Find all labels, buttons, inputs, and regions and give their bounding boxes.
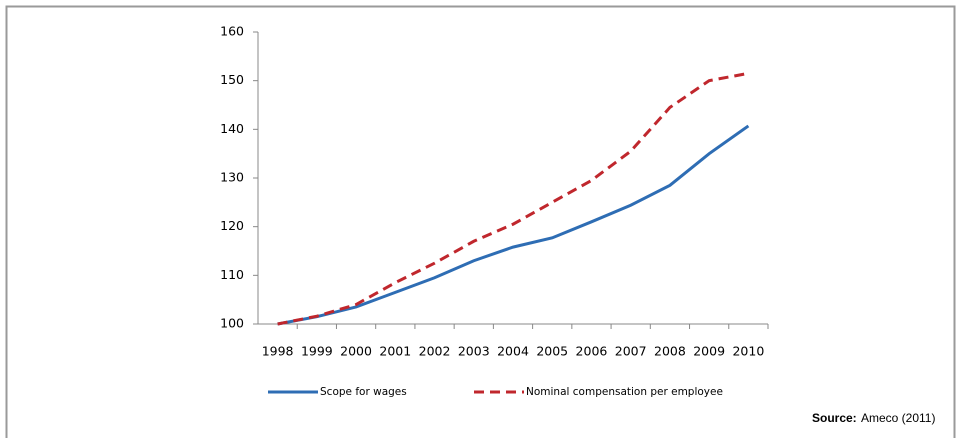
x-tick-label: 1998 (262, 344, 294, 359)
source: Ameco (2011) (861, 411, 935, 425)
frame (5, 5, 956, 438)
series-line (277, 71, 749, 326)
x-tick-label: 2008 (654, 344, 686, 359)
x-tick-label: 2005 (536, 344, 568, 359)
y-tick-label: 120 (220, 218, 244, 233)
x-tick-label: 2007 (615, 344, 647, 359)
x-tick-label: 2004 (497, 344, 529, 359)
x-tick-label: 2009 (693, 344, 725, 359)
y-tick-label: 150 (220, 72, 244, 87)
x-tick-label: 2006 (576, 344, 608, 359)
x-tick-label: 1999 (301, 344, 333, 359)
y-tick-label: 110 (220, 267, 244, 282)
x-tick-label: 2002 (419, 344, 451, 359)
source-label: Source: (812, 411, 857, 425)
x-tick-label: 2001 (379, 344, 411, 359)
y-tick-label: 160 (220, 24, 244, 39)
x-tick-label: 2000 (340, 344, 372, 359)
x-tick-label: 2010 (732, 344, 764, 359)
y-tick-label: 130 (220, 170, 244, 185)
y-tick-label: 140 (220, 121, 244, 136)
legend-label: Nominal compensation per employee (526, 386, 723, 398)
series-line (277, 124, 750, 326)
x-tick-label: 2003 (458, 344, 490, 359)
legend-label: Scope for wages (320, 386, 407, 398)
y-tick-label: 100 (220, 316, 244, 331)
